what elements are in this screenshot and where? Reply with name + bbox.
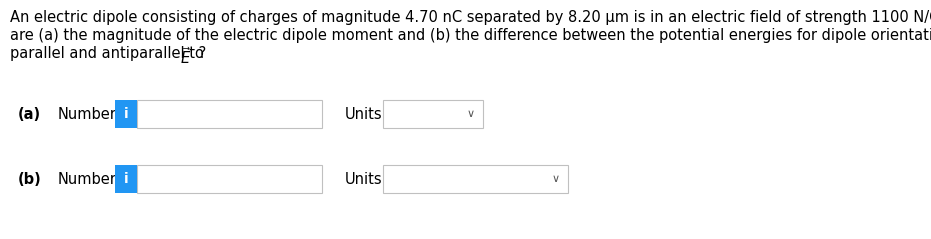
- Text: Number: Number: [58, 172, 117, 186]
- Text: i: i: [124, 107, 128, 121]
- Text: (a): (a): [18, 107, 41, 121]
- Bar: [137, 100, 322, 128]
- Bar: [383, 100, 483, 128]
- Bar: [115, 165, 137, 193]
- Text: An electric dipole consisting of charges of magnitude 4.70 nC separated by 8.20 : An electric dipole consisting of charges…: [10, 10, 931, 25]
- Text: ?: ?: [194, 46, 206, 61]
- Bar: [115, 100, 137, 128]
- Bar: [383, 165, 568, 193]
- Text: i: i: [124, 172, 128, 186]
- Text: (b): (b): [18, 172, 42, 186]
- Text: Units: Units: [345, 107, 383, 121]
- Text: ∨: ∨: [467, 109, 475, 119]
- Text: ∨: ∨: [552, 174, 560, 184]
- Text: $\vec{E}$: $\vec{E}$: [180, 46, 191, 67]
- Text: Number: Number: [58, 107, 117, 121]
- Bar: [137, 165, 322, 193]
- Text: are (a) the magnitude of the electric dipole moment and (b) the difference betwe: are (a) the magnitude of the electric di…: [10, 28, 931, 43]
- Text: parallel and antiparallel to: parallel and antiparallel to: [10, 46, 209, 61]
- Text: Units: Units: [345, 172, 383, 186]
